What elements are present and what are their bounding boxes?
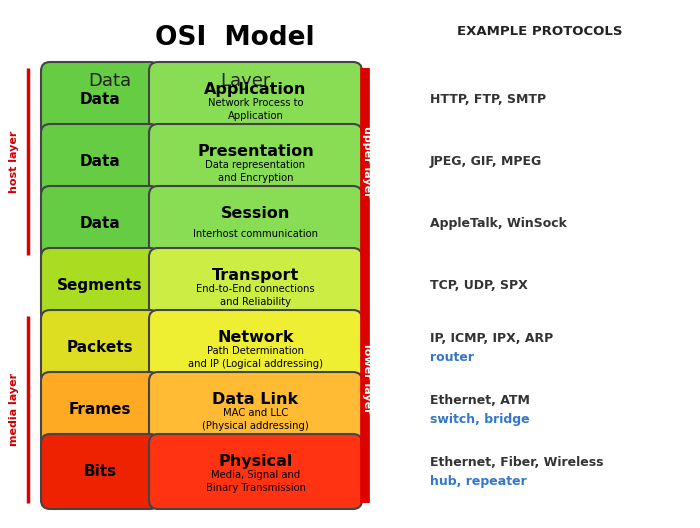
FancyBboxPatch shape (41, 62, 159, 137)
FancyBboxPatch shape (149, 434, 362, 509)
Text: switch, bridge: switch, bridge (430, 413, 530, 426)
Text: Data: Data (80, 154, 120, 169)
Text: Bits: Bits (83, 464, 117, 479)
FancyBboxPatch shape (41, 310, 159, 385)
Text: Data representation
and Encryption: Data representation and Encryption (205, 161, 306, 183)
Text: hub, repeater: hub, repeater (430, 475, 526, 488)
Text: Transport: Transport (212, 268, 299, 284)
Text: Network Process to
Application: Network Process to Application (208, 98, 303, 121)
FancyBboxPatch shape (41, 124, 159, 199)
Text: host layer: host layer (9, 130, 19, 193)
FancyBboxPatch shape (149, 62, 362, 137)
FancyBboxPatch shape (41, 248, 159, 323)
Text: lower layer: lower layer (362, 344, 372, 413)
Text: media layer: media layer (9, 373, 19, 446)
Text: Data: Data (80, 92, 120, 107)
Text: Application: Application (204, 82, 307, 97)
FancyBboxPatch shape (41, 434, 159, 509)
Text: AppleTalk, WinSock: AppleTalk, WinSock (430, 217, 567, 230)
Text: IP, ICMP, IPX, ARP: IP, ICMP, IPX, ARP (430, 332, 553, 345)
Text: Layer: Layer (220, 72, 270, 90)
Text: Presentation: Presentation (197, 144, 314, 159)
FancyBboxPatch shape (149, 248, 362, 323)
Text: Ethernet, Fiber, Wireless: Ethernet, Fiber, Wireless (430, 456, 603, 469)
Text: MAC and LLC
(Physical addressing): MAC and LLC (Physical addressing) (202, 408, 309, 431)
Text: TCP, UDP, SPX: TCP, UDP, SPX (430, 279, 528, 292)
Text: JPEG, GIF, MPEG: JPEG, GIF, MPEG (430, 155, 542, 168)
Text: Data: Data (80, 216, 120, 231)
Text: Data: Data (88, 72, 132, 90)
Text: router: router (430, 351, 474, 364)
FancyBboxPatch shape (41, 372, 159, 447)
Text: Session: Session (220, 206, 290, 221)
FancyBboxPatch shape (149, 186, 362, 261)
Text: OSI  Model: OSI Model (155, 25, 315, 51)
Text: Frames: Frames (69, 402, 132, 417)
Text: upper layer: upper layer (362, 126, 372, 197)
Text: Network: Network (217, 331, 294, 345)
Text: Media, Signal and
Binary Transmission: Media, Signal and Binary Transmission (206, 470, 305, 493)
Text: Physical: Physical (218, 454, 293, 469)
FancyBboxPatch shape (149, 124, 362, 199)
Text: Data Link: Data Link (212, 392, 299, 407)
Text: End-to-End connections
and Reliability: End-to-End connections and Reliability (196, 285, 315, 307)
Text: Ethernet, ATM: Ethernet, ATM (430, 394, 530, 407)
Text: EXAMPLE PROTOCOLS: EXAMPLE PROTOCOLS (457, 25, 623, 38)
Text: Packets: Packets (66, 340, 133, 355)
Text: Interhost communication: Interhost communication (193, 229, 318, 239)
FancyBboxPatch shape (149, 310, 362, 385)
FancyBboxPatch shape (149, 372, 362, 447)
FancyBboxPatch shape (41, 186, 159, 261)
Text: Segments: Segments (57, 278, 143, 293)
Text: HTTP, FTP, SMTP: HTTP, FTP, SMTP (430, 93, 546, 106)
Text: Path Determination
and IP (Logical addressing): Path Determination and IP (Logical addre… (188, 346, 323, 369)
